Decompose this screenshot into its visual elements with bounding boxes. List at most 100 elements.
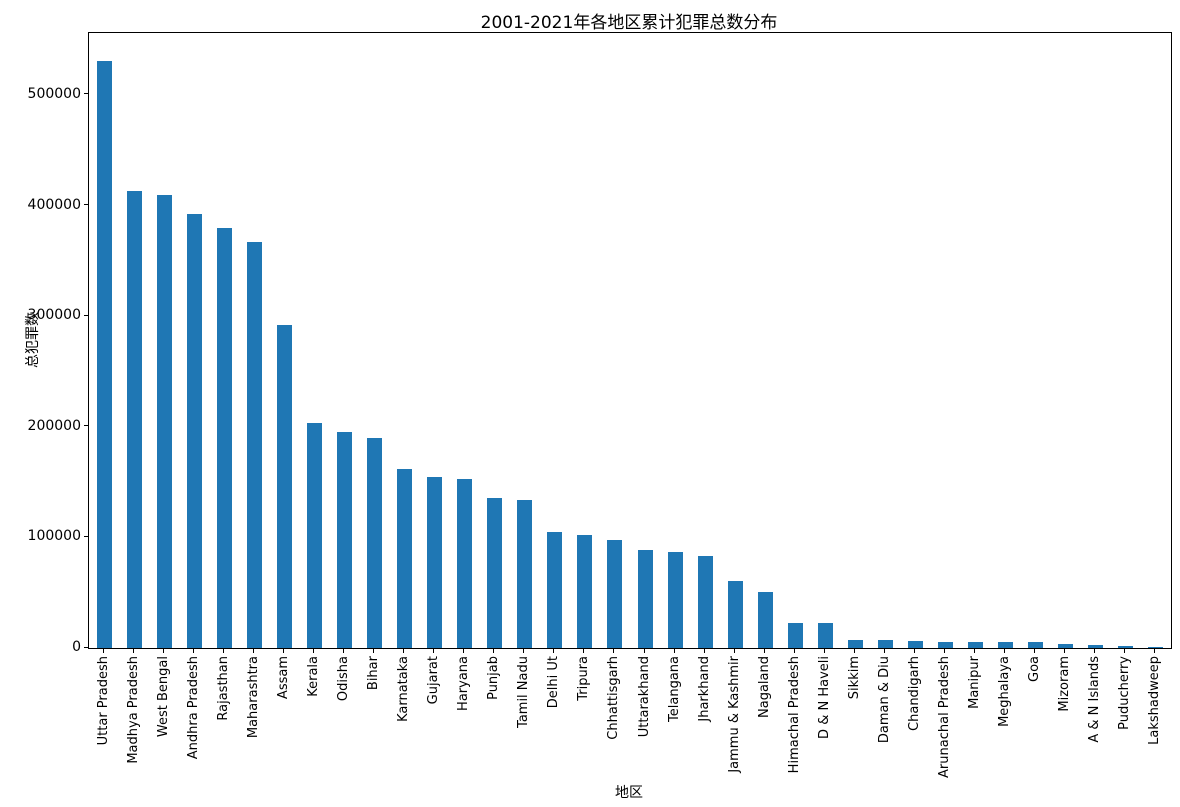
x-tick-label: Bihar xyxy=(366,656,382,691)
x-tick-mark xyxy=(1124,649,1126,653)
y-tick-label: 400000 xyxy=(27,196,81,213)
x-tick-label: Lakshadweep xyxy=(1147,656,1163,745)
x-tick-mark xyxy=(1064,649,1066,653)
x-tick-mark xyxy=(433,649,435,653)
bar-chhattisgarh xyxy=(607,539,623,648)
bar-tamil-nadu xyxy=(517,500,533,648)
x-tick-mark xyxy=(673,649,675,653)
x-tick-mark xyxy=(643,649,645,653)
x-tick-label: Meghalaya xyxy=(997,656,1013,727)
y-tick-label: 100000 xyxy=(27,528,81,545)
y-tick-mark xyxy=(84,314,88,316)
x-tick-mark xyxy=(974,649,976,653)
x-tick-label: Goa xyxy=(1027,656,1043,682)
x-tick-mark xyxy=(613,649,615,653)
x-tick-label: Punjab xyxy=(486,656,502,700)
bar-chandigarh xyxy=(908,641,924,648)
bar-rajasthan xyxy=(216,227,232,648)
bar-bihar xyxy=(367,437,383,648)
bar-assam xyxy=(276,325,292,648)
x-tick-label: Uttarakhand xyxy=(636,656,652,738)
bar-gujarat xyxy=(427,477,443,648)
x-tick-mark xyxy=(883,649,885,653)
x-tick-label: Manipur xyxy=(967,656,983,709)
y-tick-mark xyxy=(84,93,88,95)
x-tick-mark xyxy=(1154,649,1156,653)
bar-delhi-ut xyxy=(547,531,563,648)
bar-jammu-kashmir xyxy=(727,580,743,648)
y-tick-mark xyxy=(84,535,88,537)
x-tick-mark xyxy=(523,649,525,653)
x-tick-mark xyxy=(463,649,465,653)
x-tick-label: Jammu & Kashmir xyxy=(726,656,742,773)
x-tick-mark xyxy=(373,649,375,653)
x-tick-label: Himachal Pradesh xyxy=(786,656,802,774)
x-tick-label: Daman & Diu xyxy=(876,656,892,744)
x-tick-label: Haryana xyxy=(456,656,472,711)
bar-d-n-haveli xyxy=(817,623,833,648)
x-tick-label: Uttar Pradesh xyxy=(95,656,111,746)
bar-madhya-pradesh xyxy=(126,191,142,648)
x-tick-label: Arunachal Pradesh xyxy=(937,656,953,778)
bar-a-n-islands xyxy=(1088,645,1104,648)
x-tick-label: Rajasthan xyxy=(215,656,231,721)
bar-haryana xyxy=(457,479,473,648)
x-tick-mark xyxy=(252,649,254,653)
bar-puducherry xyxy=(1118,645,1134,648)
x-tick-label: Sikkim xyxy=(846,656,862,700)
bar-telangana xyxy=(667,551,683,648)
x-tick-mark xyxy=(583,649,585,653)
bar-kerala xyxy=(306,422,322,648)
x-tick-mark xyxy=(793,649,795,653)
x-tick-mark xyxy=(403,649,405,653)
x-tick-label: Karnataka xyxy=(396,656,412,722)
bar-maharashtra xyxy=(246,242,262,648)
bar-punjab xyxy=(487,498,503,648)
x-tick-label: Telangana xyxy=(666,656,682,722)
x-tick-label: Madhya Pradesh xyxy=(125,656,141,764)
x-tick-label: Chandigarh xyxy=(907,656,923,731)
x-tick-label: Tamil Nadu xyxy=(516,656,532,728)
bar-west-bengal xyxy=(156,194,172,648)
x-tick-label: Chhattisgarh xyxy=(606,656,622,740)
bar-uttarakhand xyxy=(637,550,653,648)
x-tick-mark xyxy=(703,649,705,653)
bar-jharkhand xyxy=(697,555,713,648)
bar-andhra-pradesh xyxy=(186,214,202,648)
x-tick-label: West Bengal xyxy=(155,656,171,738)
x-tick-label: Mizoram xyxy=(1057,656,1073,712)
x-tick-mark xyxy=(312,649,314,653)
chart-title: 2001-2021年各地区累计犯罪总数分布 xyxy=(480,13,778,33)
bar-karnataka xyxy=(397,469,413,648)
x-tick-mark xyxy=(763,649,765,653)
x-tick-mark xyxy=(914,649,916,653)
y-tick-label: 500000 xyxy=(27,85,81,102)
bar-manipur xyxy=(968,642,984,648)
x-tick-label: Kerala xyxy=(305,656,321,697)
bar-lakshadweep xyxy=(1148,647,1164,648)
y-tick-label: 0 xyxy=(72,639,81,655)
x-tick-label: Tripura xyxy=(576,656,592,701)
x-tick-mark xyxy=(342,649,344,653)
x-tick-mark xyxy=(553,649,555,653)
x-tick-mark xyxy=(823,649,825,653)
x-tick-label: Puducherry xyxy=(1117,656,1133,730)
x-tick-label: Andhra Pradesh xyxy=(185,656,201,760)
y-tick-mark xyxy=(84,646,88,648)
x-tick-mark xyxy=(162,649,164,653)
x-tick-label: D & N Haveli xyxy=(816,656,832,739)
x-tick-label: Gujarat xyxy=(426,656,442,705)
x-tick-mark xyxy=(944,649,946,653)
x-tick-mark xyxy=(1004,649,1006,653)
bar-daman-diu xyxy=(877,640,893,648)
y-tick-label: 300000 xyxy=(27,307,81,324)
bar-tripura xyxy=(577,534,593,648)
x-tick-mark xyxy=(282,649,284,653)
x-tick-mark xyxy=(132,649,134,653)
bar-nagaland xyxy=(757,592,773,648)
x-tick-mark xyxy=(102,649,104,653)
x-tick-mark xyxy=(733,649,735,653)
x-tick-label: A & N Islands xyxy=(1087,656,1103,743)
x-tick-mark xyxy=(222,649,224,653)
